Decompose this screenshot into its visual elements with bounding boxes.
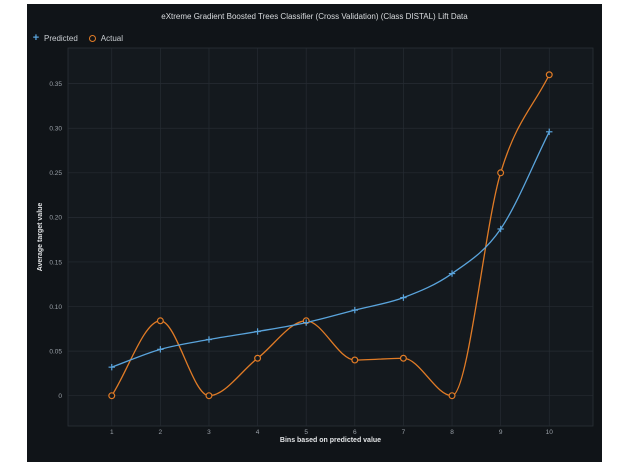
predicted-line [111, 131, 550, 368]
actual-point[interactable] [351, 356, 359, 364]
plus-marker-icon: + [32, 32, 40, 44]
predicted-point[interactable] [205, 336, 213, 343]
legend: + Predicted Actual [31, 31, 133, 45]
y-tick-label: 0 [58, 393, 62, 400]
actual-point[interactable] [545, 71, 553, 79]
x-tick-label: 2 [159, 429, 163, 436]
x-tick-label: 6 [353, 429, 357, 436]
x-tick-label: 3 [207, 429, 211, 436]
x-tick-label: 9 [499, 429, 503, 436]
x-tick-label: 8 [450, 429, 454, 436]
predicted-point[interactable] [254, 328, 261, 335]
actual-point[interactable] [156, 317, 164, 325]
actual-line [111, 74, 550, 397]
legend-item-predicted[interactable]: + Predicted [31, 32, 78, 44]
y-tick-labels: 0 0.05 0.10 0.15 0.20 0.25 0.30 0.35 [49, 81, 62, 400]
y-tick-label: 0.35 [49, 81, 62, 88]
x-axis-label: Bins based on predicted value [280, 437, 381, 444]
y-tick-label: 0.15 [49, 259, 62, 266]
actual-point[interactable] [497, 169, 505, 177]
predicted-point[interactable] [108, 363, 115, 371]
y-tick-label: 0.30 [49, 126, 62, 133]
actual-point[interactable] [205, 392, 213, 400]
y-axis-label: Average target value [37, 203, 44, 272]
x-tick-label: 7 [402, 429, 406, 436]
actual-point[interactable] [448, 392, 456, 400]
circle-marker-icon [88, 34, 96, 42]
actual-point[interactable] [108, 392, 116, 400]
legend-label-predicted: Predicted [44, 33, 78, 43]
x-tick-label: 1 [110, 429, 114, 436]
x-tick-labels: 1 2 3 4 5 6 7 8 9 10 [110, 429, 553, 436]
grid-lines [68, 48, 593, 426]
plot-area [67, 47, 594, 427]
predicted-point[interactable] [157, 346, 164, 353]
actual-point[interactable] [254, 354, 262, 362]
predicted-point[interactable] [302, 319, 310, 326]
predicted-point[interactable] [400, 294, 407, 301]
series-markers [108, 71, 553, 400]
predicted-point[interactable] [546, 128, 553, 136]
legend-label-actual: Actual [100, 33, 124, 43]
predicted-point[interactable] [497, 225, 504, 233]
predicted-point[interactable] [351, 306, 359, 314]
y-tick-label: 0.20 [49, 215, 62, 222]
x-tick-label: 10 [546, 429, 554, 436]
legend-item-actual[interactable]: Actual [88, 34, 123, 43]
y-tick-label: 0.25 [49, 170, 62, 177]
x-tick-label: 5 [304, 429, 308, 436]
y-tick-label: 0.05 [49, 348, 62, 355]
predicted-point[interactable] [448, 270, 456, 277]
actual-point[interactable] [399, 354, 407, 362]
x-tick-label: 4 [256, 429, 260, 436]
chart-panel: eXtreme Gradient Boosted Trees Classifie… [27, 4, 602, 462]
chart-title: eXtreme Gradient Boosted Trees Classifie… [161, 12, 468, 21]
series-lines [111, 74, 550, 397]
y-tick-label: 0.10 [49, 304, 62, 311]
